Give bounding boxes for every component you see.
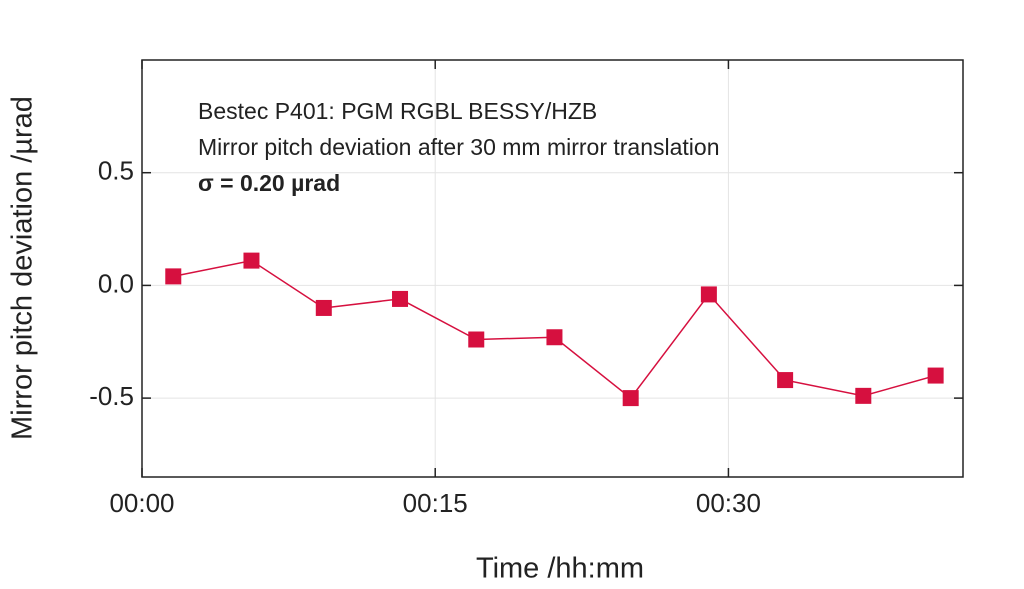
- x-axis-label: Time /hh:mm: [476, 553, 644, 585]
- marker: [855, 387, 872, 404]
- marker: [243, 252, 260, 269]
- marker: [927, 367, 944, 384]
- marker: [622, 390, 639, 407]
- y-tick-label: -0.5: [89, 381, 134, 411]
- annotation: Mirror pitch deviation after 30 mm mirro…: [198, 134, 720, 160]
- y-tick-label: 0.5: [98, 156, 134, 186]
- marker: [165, 268, 182, 285]
- marker: [700, 286, 717, 303]
- annotation: Bestec P401: PGM RGBL BESSY/HZB: [198, 98, 597, 124]
- x-tick-label: 00:15: [403, 488, 468, 518]
- marker: [468, 331, 485, 348]
- marker: [392, 290, 409, 307]
- x-tick-label: 00:30: [696, 488, 761, 518]
- marker: [546, 329, 563, 346]
- x-tick-label: 00:00: [109, 488, 174, 518]
- annotation: σ = 0.20 µrad: [198, 170, 340, 196]
- marker: [777, 372, 794, 389]
- y-tick-label: 0.0: [98, 268, 134, 298]
- plot-frame: [141, 59, 964, 478]
- y-axis-label: Mirror pitch deviation /µrad: [7, 96, 39, 440]
- marker: [315, 299, 332, 316]
